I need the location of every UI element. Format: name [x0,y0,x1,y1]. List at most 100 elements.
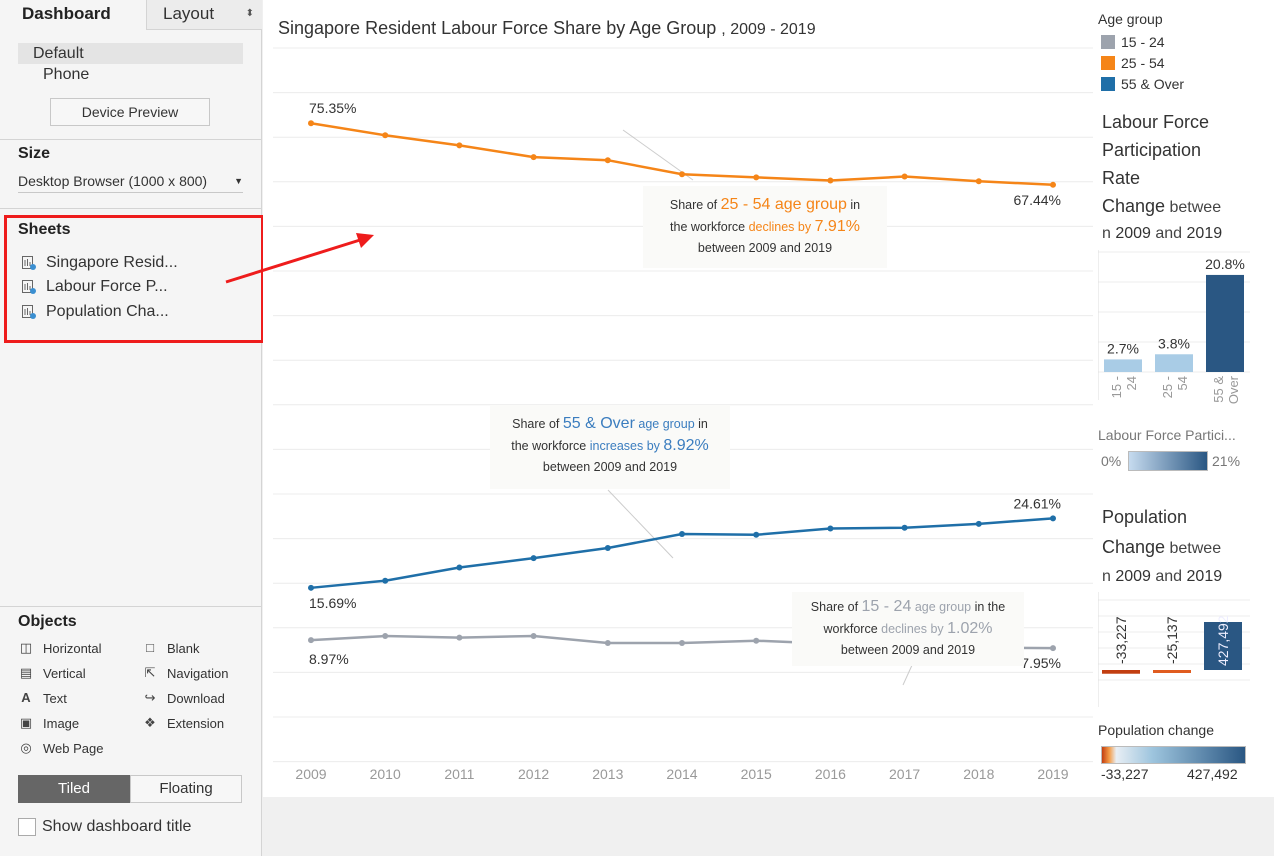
lfpr-bar-chart[interactable]: 2.7% 15 -24 3.8% 25 -54 20.8% 55 &Over [1098,250,1250,418]
extension-icon: ❖ [144,715,156,730]
annot-text: between 2009 and 2019 [542,460,678,474]
data-point [1050,181,1056,188]
sheet-label: Labour Force P... [46,278,168,295]
pop-title-n: n [1102,568,1116,585]
data-label: 15.69% [309,595,356,611]
data-point [753,174,760,181]
object-image[interactable]: ▣ Image [18,714,79,732]
series-line [310,517,1054,590]
data-point [901,173,908,180]
bar [1153,670,1191,673]
tiled-button[interactable]: Tiled [18,775,130,803]
data-point [456,634,463,641]
data-point [308,120,314,127]
worksheet-icon [22,256,36,270]
data-label: 7.95% [1021,655,1061,671]
size-value: Desktop Browser (1000 x 800) [18,173,208,189]
data-point [827,525,834,532]
legend-item-25-54[interactable]: 25 - 54 [1101,54,1165,72]
annot-text: in the [971,600,1006,614]
object-blank[interactable]: □ Blank [142,639,199,657]
legend-label: 25 - 54 [1121,55,1165,71]
device-default[interactable]: Default [18,43,243,64]
blank-icon: □ [146,640,154,655]
tab-dashboard[interactable]: Dashboard [0,0,146,30]
data-point [753,531,760,538]
x-tick-label: 2011 [444,766,474,782]
x-tick-label: 15 -24 [1109,376,1139,398]
legend-item-15-24[interactable]: 15 - 24 [1101,33,1165,51]
device-phone[interactable]: Phone [43,66,90,83]
bar [1102,670,1140,674]
annot-text: between 2009 and 2019 [697,241,833,255]
dashboard-pane: Dashboard Layout ⬍ Default Phone Device … [0,0,262,856]
show-dashboard-title-checkbox[interactable]: Show dashboard title [18,818,191,836]
size-dropdown[interactable]: Desktop Browser (1000 x 800) ▼ [18,171,243,193]
object-extension[interactable]: ❖ Extension [142,714,224,732]
pop-color-gradient [1101,746,1246,764]
lfpr-legend-min: 0% [1101,453,1122,469]
legend-swatch [1101,77,1115,91]
tick-line: 24 [1124,376,1139,390]
bar-value-label: 20.8% [1205,256,1245,272]
pop-legend-min: -33,227 [1101,766,1149,782]
annotation-15-24: Share of 15 - 24 age group in the workfo… [792,592,1024,666]
divider [0,208,262,209]
legend-item-55-over[interactable]: 55 & Over [1101,75,1184,93]
horizontal-icon: ◫ [19,640,33,655]
text-icon: A [21,690,31,705]
annot-group: 15 - 24 [861,598,912,615]
object-label: Extension [167,715,225,731]
annotation-25-54: Share of 25 - 54 age group in the workfo… [643,186,887,268]
worksheet-icon [22,280,36,294]
tab-layout-label: Layout [163,4,215,23]
annot-verb: declines by [881,622,948,636]
lfpr-title-between: betwee [1165,199,1222,216]
bar [1206,274,1244,372]
divider [0,139,262,140]
device-preview-button[interactable]: Device Preview [50,98,210,126]
data-point [1050,645,1056,652]
annot-text: workforce [823,622,882,636]
lfpr-title-line: Rate [1102,168,1141,188]
x-tick-label: 2014 [666,766,697,782]
legend-swatch [1101,35,1115,49]
annot-group2: age group [634,417,695,431]
annot-value: 7.91% [814,218,860,235]
sheet-item-labour-force[interactable]: Labour Force P... [22,276,168,298]
lfpr-legend-title: Labour Force Partici... [1098,427,1236,443]
object-download[interactable]: ↪ Download [142,689,225,707]
object-web-page[interactable]: ◎ Web Page [18,739,103,757]
annot-group2: age group [911,600,972,614]
annot-text: between 2009 and 2019 [840,643,976,657]
data-point [679,171,685,178]
sheet-item-singapore[interactable]: Singapore Resid... [22,252,178,274]
object-vertical[interactable]: ▤ Vertical [18,664,86,682]
tab-layout[interactable]: Layout ⬍ [146,0,262,30]
globe-icon: ◎ [20,740,32,755]
data-point [827,177,834,184]
pop-title-between: betwee [1165,540,1222,557]
pop-title-2009: 2009 [1115,568,1151,585]
x-tick-label: 55 &Over [1211,375,1241,404]
object-text[interactable]: A Text [18,689,67,707]
object-navigation[interactable]: ⇱ Navigation [142,664,229,682]
floating-button[interactable]: Floating [130,775,242,803]
data-point [456,142,463,149]
vertical-icon: ▤ [19,665,33,680]
bar-value-label: 2.7% [1107,340,1139,356]
population-bar-chart[interactable]: -33,227 -25,137 427,492 [1098,592,1250,712]
bar [1155,354,1193,372]
divider [0,606,262,607]
updown-arrow-icon: ⬍ [245,8,254,19]
line-chart[interactable]: 2009 2010 2011 2012 2013 2014 2015 2016 2017 2018… [263,40,1093,790]
data-point [308,584,314,591]
download-icon: ↪ [144,690,156,705]
bar-value-label: 427,492 [1215,615,1231,666]
pop-title-and: and [1150,568,1187,585]
sheet-label: Singapore Resid... [46,254,178,271]
data-point [308,637,314,644]
chart-subtitle: , 2009 - 2019 [721,21,816,38]
object-horizontal[interactable]: ◫ Horizontal [18,639,102,657]
sheet-item-population[interactable]: Population Cha... [22,301,169,323]
